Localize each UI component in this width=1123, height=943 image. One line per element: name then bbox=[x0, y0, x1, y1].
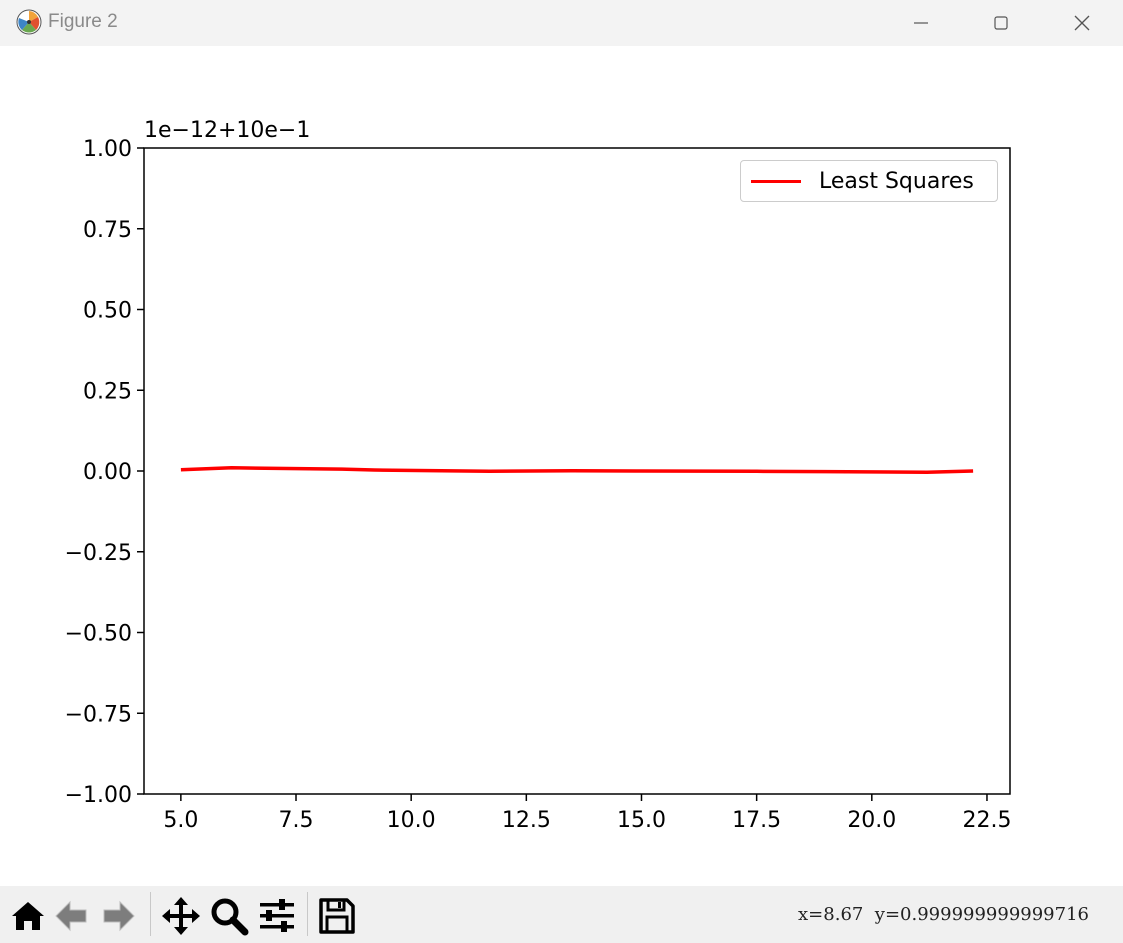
legend: Least Squares bbox=[740, 160, 998, 202]
x-tick-label: 5.0 bbox=[163, 808, 198, 833]
y-tick-label: 0.75 bbox=[83, 218, 132, 243]
window-title: Figure 2 bbox=[48, 11, 118, 32]
forward-arrow-icon bbox=[103, 900, 135, 932]
matplotlib-logo-icon bbox=[16, 9, 42, 35]
y-tick-label: −1.00 bbox=[65, 783, 132, 808]
home-button[interactable] bbox=[8, 896, 48, 936]
y-axis-offset-text: 1e−12+10e−1 bbox=[144, 118, 311, 143]
forward-button[interactable] bbox=[98, 896, 138, 936]
home-icon bbox=[12, 902, 44, 930]
y-tick-label: −0.50 bbox=[65, 622, 132, 647]
zoom-button[interactable] bbox=[209, 896, 249, 936]
x-tick-label: 15.0 bbox=[617, 808, 666, 833]
x-tick-label: 20.0 bbox=[847, 808, 896, 833]
maximize-button[interactable] bbox=[961, 0, 1041, 46]
close-icon bbox=[1074, 15, 1090, 31]
y-tick-label: 0.00 bbox=[83, 460, 132, 485]
x-tick-label: 12.5 bbox=[502, 808, 551, 833]
pan-button[interactable] bbox=[161, 896, 201, 936]
cursor-coordinates: x=8.67 y=0.999999999999716 bbox=[798, 904, 1089, 925]
pan-icon bbox=[162, 897, 200, 935]
configure-subplots-icon bbox=[260, 899, 294, 932]
series-line-least-squares bbox=[180, 466, 974, 475]
navigation-toolbar: x=8.67 y=0.999999999999716 bbox=[0, 886, 1123, 943]
minimize-button[interactable] bbox=[881, 0, 961, 46]
zoom-icon bbox=[211, 898, 249, 936]
maximize-icon bbox=[994, 16, 1008, 30]
minimize-icon bbox=[914, 22, 928, 24]
y-tick-label: −0.25 bbox=[65, 541, 132, 566]
figure-canvas[interactable]: 5.0 7.5 10.0 12.5 15.0 17.5 20.0 22.5 1.00 0.75 0.… bbox=[0, 46, 1123, 886]
toolbar-separator bbox=[150, 892, 151, 936]
line-chart: 5.0 7.5 10.0 12.5 15.0 17.5 20.0 22.5 1.00 0.75 0.… bbox=[65, 137, 1012, 833]
y-tick-label: 0.25 bbox=[83, 379, 132, 404]
y-tick-label: −0.75 bbox=[65, 702, 132, 727]
save-button[interactable] bbox=[317, 896, 357, 936]
toolbar-separator bbox=[307, 892, 308, 936]
x-tick-label: 17.5 bbox=[732, 808, 781, 833]
y-tick-label: 0.50 bbox=[83, 299, 132, 324]
save-icon bbox=[319, 898, 355, 934]
legend-label-least-squares: Least Squares bbox=[819, 169, 974, 194]
y-tick-label: 1.00 bbox=[83, 137, 132, 162]
back-button[interactable] bbox=[52, 896, 92, 936]
title-bar: Figure 2 bbox=[0, 0, 1123, 46]
legend-line-least-squares bbox=[751, 180, 801, 183]
back-arrow-icon bbox=[55, 900, 87, 932]
x-tick-label: 7.5 bbox=[279, 808, 314, 833]
close-button[interactable] bbox=[1042, 0, 1122, 46]
x-tick-label: 10.0 bbox=[387, 808, 436, 833]
configure-subplots-button[interactable] bbox=[257, 896, 297, 936]
x-tick-label: 22.5 bbox=[962, 808, 1011, 833]
